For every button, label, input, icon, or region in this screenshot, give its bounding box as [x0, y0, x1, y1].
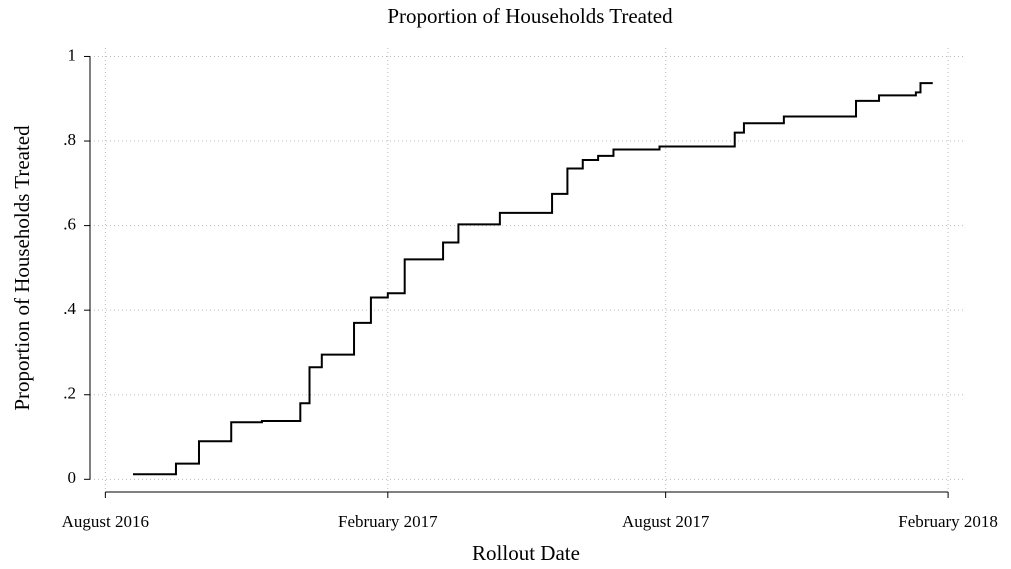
y-tick-label: .2 [63, 384, 76, 403]
y-tick-label: 0 [68, 468, 77, 487]
step-line [132, 82, 933, 476]
y-axis-label: Proportion of Households Treated [10, 125, 34, 411]
y-tick-label: .6 [63, 215, 76, 234]
y-tick-label: .8 [63, 130, 76, 149]
x-tick-label: February 2018 [898, 512, 998, 531]
x-tick-label: August 2017 [622, 512, 710, 531]
y-tick-label: .4 [63, 299, 76, 318]
chart-title: Proportion of Households Treated [387, 4, 673, 28]
x-tick-label: February 2017 [338, 512, 438, 531]
x-tick-label: August 2016 [62, 512, 149, 531]
x-axis-label: Rollout Date [472, 541, 580, 565]
y-tick-label: 1 [68, 45, 77, 64]
